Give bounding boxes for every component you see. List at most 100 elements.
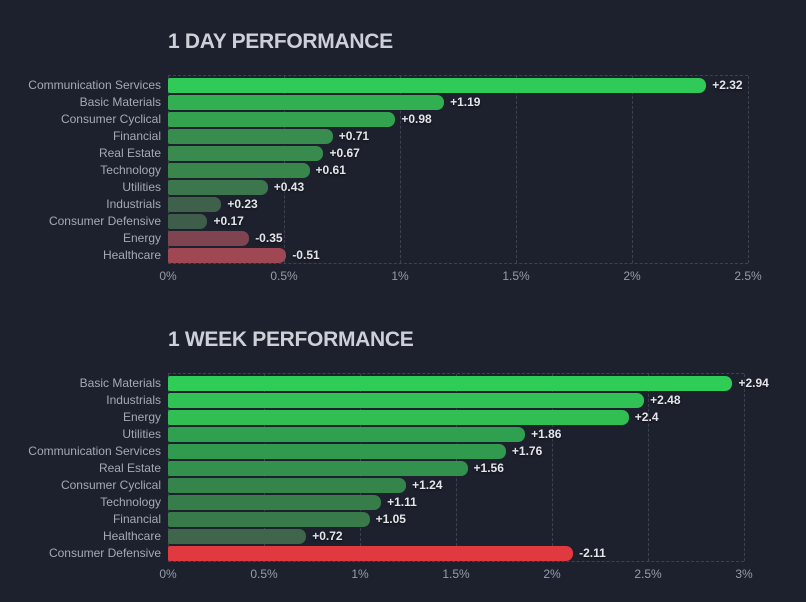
sector-label: Real Estate <box>98 461 161 475</box>
performance-bar[interactable] <box>168 495 382 510</box>
bar-value-label: +2.32 <box>712 78 743 92</box>
performance-bar[interactable] <box>168 78 707 93</box>
bar-row: Utilities +1.86 <box>122 427 744 442</box>
grid-line <box>648 374 649 561</box>
sector-label: Industrials <box>106 393 161 407</box>
bar-value-label: +0.98 <box>401 112 432 126</box>
grid-line <box>400 76 401 263</box>
performance-bar[interactable] <box>168 512 370 527</box>
grid-line <box>748 76 749 263</box>
sector-label: Communication Services <box>28 444 161 458</box>
bar-row: Industrials +2.48 <box>106 393 744 408</box>
performance-bar[interactable] <box>168 214 208 229</box>
performance-bar[interactable] <box>168 478 407 493</box>
bar-value-label: +1.56 <box>473 461 504 475</box>
one-week-performance-chart: 1 WEEK PERFORMANCE 0% 0.5% 1% 1.5% 2% 2.5% 3% B… <box>0 298 806 588</box>
performance-bar[interactable] <box>168 112 396 127</box>
bar-row: Industrials +0.23 <box>106 197 748 212</box>
bar-value-label: +1.86 <box>531 427 562 441</box>
bar-value-label: +2.4 <box>634 410 659 424</box>
performance-bar[interactable] <box>168 95 445 110</box>
axis-tick-label: 2.5% <box>734 269 762 283</box>
sector-label: Healthcare <box>102 248 161 262</box>
bar-row: Technology +0.61 <box>100 163 748 178</box>
grid-line <box>552 374 553 561</box>
performance-bar[interactable] <box>168 461 468 476</box>
bar-value-label: +2.48 <box>650 393 681 407</box>
performance-bar[interactable] <box>168 546 574 561</box>
bar-value-label: +0.72 <box>312 529 343 543</box>
sector-label: Technology <box>100 495 161 509</box>
axis-tick-label: 1.5% <box>502 269 530 283</box>
performance-bar[interactable] <box>168 248 287 263</box>
sector-label: Consumer Defensive <box>48 214 161 228</box>
sector-label: Energy <box>122 231 161 245</box>
sector-label: Communication Services <box>28 78 161 92</box>
axis-tick-label: 0% <box>159 269 177 283</box>
grid-line <box>744 374 745 561</box>
bar-row: Real Estate +1.56 <box>99 461 744 476</box>
grid-line <box>516 76 517 263</box>
axis-tick-label: 2% <box>623 269 641 283</box>
bar-row: Consumer Defensive -2.11 <box>49 546 744 561</box>
bar-value-label: +1.05 <box>375 512 406 526</box>
bar-row: Energy +2.4 <box>123 410 744 425</box>
bar-value-label: +1.76 <box>511 444 543 458</box>
sector-label: Basic Materials <box>79 95 161 109</box>
bar-row: Consumer Cyclical +0.98 <box>61 112 748 127</box>
axis-tick-label: 3% <box>735 567 753 581</box>
chart-title: 1 WEEK PERFORMANCE <box>168 328 414 351</box>
bar-value-label: -0.35 <box>255 231 283 245</box>
sector-label: Utilities <box>122 427 161 441</box>
performance-bar[interactable] <box>168 129 333 144</box>
bar-row: Consumer Defensive +0.17 <box>49 214 748 229</box>
bar-row: Communication Services +2.32 <box>28 78 748 93</box>
plot-area: 0% 0.5% 1% 1.5% 2% 2.5% Communication Services… <box>28 75 762 283</box>
bar-row: Technology +1.11 <box>100 495 744 510</box>
axis-tick-label: 1% <box>351 567 369 581</box>
performance-bar[interactable] <box>168 427 526 442</box>
performance-bar[interactable] <box>168 529 307 544</box>
performance-bar[interactable] <box>168 163 310 178</box>
sector-label: Industrials <box>106 197 161 211</box>
sector-label: Technology <box>100 163 161 177</box>
sector-label: Consumer Defensive <box>48 546 161 560</box>
sector-label: Financial <box>112 512 161 526</box>
performance-bar[interactable] <box>168 231 250 246</box>
sector-label: Real Estate <box>98 146 161 160</box>
axis-tick-label: 1.5% <box>442 567 470 581</box>
performance-bar[interactable] <box>168 197 222 212</box>
bar-row: Energy -0.35 <box>123 231 748 246</box>
bar-value-label: +0.43 <box>273 180 305 194</box>
performance-bar[interactable] <box>168 376 733 391</box>
performance-bar[interactable] <box>168 444 506 459</box>
one-day-performance-chart: 1 DAY PERFORMANCE 0% 0.5% 1% 1.5% 2% 2.5% Comm… <box>0 0 806 290</box>
axis-tick-label: 2% <box>543 567 561 581</box>
sector-label: Utilities <box>122 180 161 194</box>
performance-bar[interactable] <box>168 410 629 425</box>
bar-value-label: +0.67 <box>329 146 360 160</box>
bar-value-label: +1.11 <box>387 495 417 509</box>
chart-title: 1 DAY PERFORMANCE <box>168 30 393 53</box>
performance-bar[interactable] <box>168 146 324 161</box>
bar-row: Financial +0.71 <box>113 129 748 144</box>
bar-row: Basic Materials +1.19 <box>80 95 748 110</box>
plot-area: 0% 0.5% 1% 1.5% 2% 2.5% 3% Basic Materials +2.94… <box>28 373 769 581</box>
sector-label: Consumer Cyclical <box>60 112 161 126</box>
bar-value-label: +0.61 <box>315 163 346 177</box>
performance-bar[interactable] <box>168 180 268 195</box>
sector-label: Healthcare <box>102 529 161 543</box>
bar-value-label: +0.71 <box>338 129 370 143</box>
performance-bar[interactable] <box>168 393 645 408</box>
sector-label: Financial <box>112 129 161 143</box>
sector-label: Energy <box>122 410 161 424</box>
bar-value-label: -2.11 <box>579 546 606 560</box>
bar-value-label: +1.24 <box>412 478 443 492</box>
axis-tick-label: 2.5% <box>634 567 662 581</box>
bar-value-label: +2.94 <box>738 376 769 390</box>
sector-label: Basic Materials <box>79 376 161 390</box>
bar-row: Healthcare +0.72 <box>103 529 744 544</box>
sector-label: Consumer Cyclical <box>60 478 161 492</box>
bar-value-label: +0.23 <box>227 197 258 211</box>
